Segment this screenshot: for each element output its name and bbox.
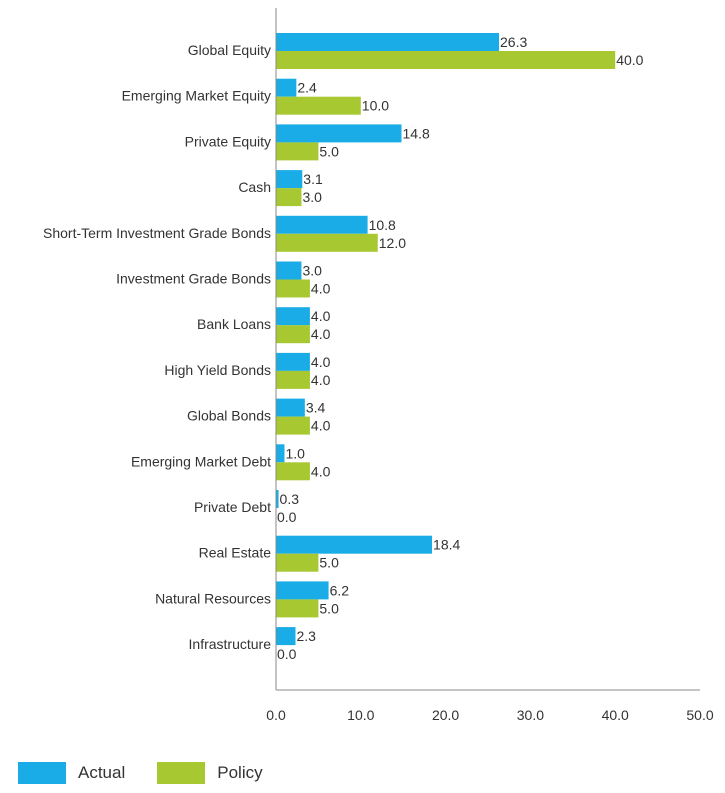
bar-actual [276, 398, 305, 417]
category-label: Infrastructure [189, 636, 272, 652]
data-label-policy: 4.0 [311, 463, 331, 479]
bar-actual [276, 307, 310, 326]
bar-actual [276, 33, 500, 51]
bar-actual [276, 352, 310, 371]
legend-item-actual: Actual [18, 762, 125, 784]
category-label: Emerging Market Debt [131, 453, 271, 469]
data-label-actual: 0.3 [280, 491, 300, 507]
data-label-actual: 4.0 [311, 308, 331, 324]
x-tick-label: 40.0 [602, 707, 629, 723]
category-label: High Yield Bonds [164, 362, 271, 378]
bar-actual [276, 444, 285, 463]
data-label-actual: 18.4 [433, 537, 460, 553]
bar-chart: Global Equity 26.3 40.0 Emerging Market Equ… [43, 8, 714, 723]
data-label-policy: 4.0 [311, 281, 331, 297]
bar-actual [276, 124, 402, 143]
bar-policy [276, 325, 310, 344]
data-label-policy: 0.0 [277, 646, 297, 662]
x-tick-label: 30.0 [517, 707, 544, 723]
data-label-actual: 6.2 [330, 582, 350, 598]
category-label: Global Equity [188, 42, 271, 58]
data-label-policy: 4.0 [311, 372, 331, 388]
bar-actual [276, 170, 303, 189]
data-label-policy: 0.0 [277, 509, 297, 525]
legend-label-policy: Policy [217, 763, 263, 782]
legend-item-policy: Policy [157, 762, 263, 784]
bar-policy [276, 279, 310, 298]
category-label: Private Debt [194, 499, 271, 515]
x-tick-label: 0.0 [266, 707, 286, 723]
chart-legend: Actual Policy [18, 762, 295, 784]
data-label-actual: 4.0 [311, 354, 331, 370]
data-label-actual: 3.0 [302, 263, 322, 279]
data-label-policy: 40.0 [616, 52, 643, 68]
legend-label-actual: Actual [78, 763, 126, 782]
data-label-policy: 4.0 [311, 418, 331, 434]
data-label-policy: 5.0 [319, 555, 339, 571]
data-label-policy: 10.0 [362, 98, 389, 114]
category-label: Investment Grade Bonds [116, 271, 271, 287]
bar-policy [276, 188, 302, 207]
bar-actual [276, 581, 329, 600]
data-label-actual: 3.4 [306, 400, 326, 416]
bar-policy [276, 370, 310, 389]
bar-actual [276, 535, 433, 554]
bar-actual [276, 78, 297, 97]
category-label: Natural Resources [155, 590, 271, 606]
data-label-policy: 4.0 [311, 326, 331, 342]
x-tick-label: 20.0 [432, 707, 459, 723]
bar-actual [276, 261, 302, 280]
category-label: Cash [238, 179, 271, 195]
bar-policy [276, 96, 361, 115]
category-label: Real Estate [199, 545, 272, 561]
category-label: Bank Loans [197, 316, 271, 332]
data-label-actual: 14.8 [403, 125, 430, 141]
data-label-policy: 12.0 [379, 235, 406, 251]
bar-policy [276, 553, 319, 572]
bar-policy [276, 233, 378, 252]
x-tick-label: 10.0 [347, 707, 374, 723]
legend-swatch-actual [18, 762, 66, 784]
data-label-actual: 2.4 [297, 80, 317, 96]
category-label: Emerging Market Equity [122, 88, 271, 104]
legend-swatch-policy [157, 762, 206, 784]
data-label-actual: 3.1 [303, 171, 323, 187]
bar-actual [276, 490, 279, 508]
data-label-policy: 3.0 [302, 189, 322, 205]
category-label: Short-Term Investment Grade Bonds [43, 225, 271, 241]
bar-actual [276, 215, 368, 234]
data-label-actual: 1.0 [285, 445, 305, 461]
category-label: Global Bonds [187, 408, 271, 424]
bar-policy [276, 51, 616, 69]
data-label-policy: 5.0 [319, 600, 339, 616]
category-label: Private Equity [185, 133, 271, 149]
bar-policy [276, 599, 319, 618]
data-label-actual: 26.3 [500, 34, 527, 50]
bar-policy [276, 416, 310, 435]
bar-policy [276, 462, 310, 481]
bar-actual [276, 627, 296, 646]
data-label-actual: 10.8 [369, 217, 396, 233]
data-label-policy: 5.0 [319, 143, 339, 159]
bar-policy [276, 142, 319, 161]
data-label-actual: 2.3 [297, 628, 317, 644]
x-tick-label: 50.0 [686, 707, 713, 723]
